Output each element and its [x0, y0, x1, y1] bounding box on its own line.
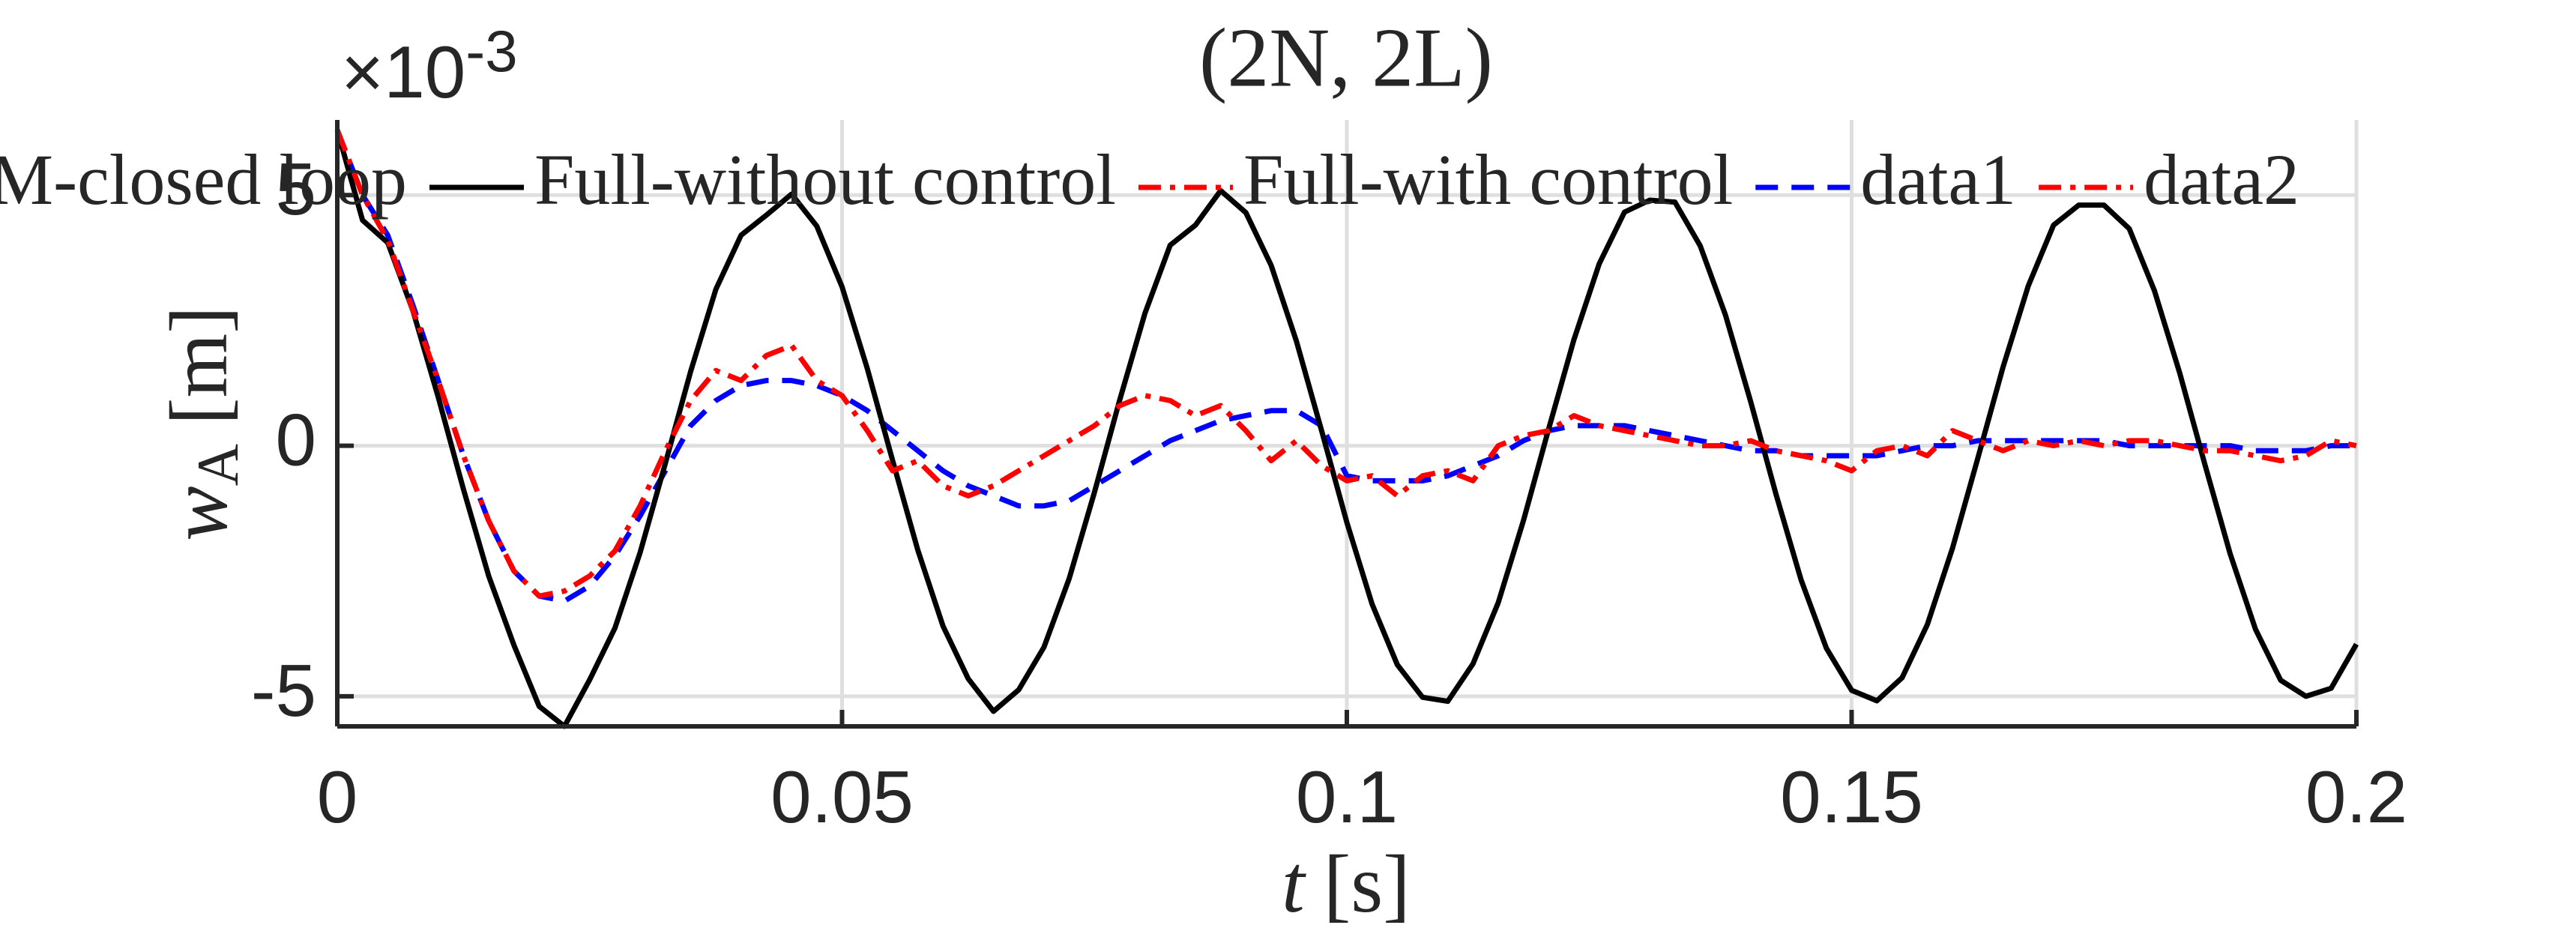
- x-tick-label: 0.05: [770, 756, 914, 838]
- chart-title: (2N, 2L): [1199, 12, 1493, 105]
- x-tick-label: 0: [317, 756, 358, 838]
- legend-label: Full-with control: [1243, 139, 1733, 220]
- x-axis-label: t [s]: [1282, 838, 1411, 930]
- y-label-unit: [m]: [153, 306, 244, 425]
- legend-label: data2: [2144, 139, 2299, 220]
- axes: 0 0.05 0.1 0.15 0.2-505: [251, 120, 2407, 838]
- y-tick-label: 0: [275, 398, 316, 480]
- x-tick-label: 0.15: [1780, 756, 1923, 838]
- y-label-sub: A: [185, 444, 250, 486]
- grid: [335, 120, 2359, 726]
- legend-label: M-closed loop: [0, 139, 407, 220]
- y-tick-label: -5: [251, 649, 316, 732]
- plot-area: [334, 129, 2359, 729]
- x-tick-label: 0.1: [1296, 756, 1398, 838]
- y-multiplier-exponent: -3: [465, 18, 517, 84]
- x-label-unit: [s]: [1324, 838, 1411, 930]
- legend-label: Full-without control: [534, 139, 1116, 220]
- y-multiplier: ×10-3: [341, 18, 518, 113]
- x-label-var: t: [1282, 838, 1306, 930]
- series-line: [334, 129, 2357, 599]
- y-tick-label: 5: [275, 148, 316, 230]
- y-label-var: w: [153, 486, 244, 540]
- series-line: [334, 129, 2356, 604]
- y-multiplier-base: ×10: [341, 31, 465, 113]
- legend-label: data1: [1860, 139, 2016, 220]
- x-tick-label: 0.2: [2305, 756, 2407, 838]
- legend: M-closed loop Full-without control Full-wi…: [0, 139, 2299, 220]
- y-axis-label: wA [m]: [153, 306, 250, 541]
